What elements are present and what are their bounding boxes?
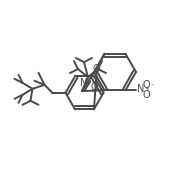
Text: O: O <box>91 82 99 92</box>
Text: N: N <box>137 84 144 94</box>
Text: O: O <box>143 90 150 100</box>
Text: O: O <box>143 80 150 90</box>
Text: -: - <box>151 82 153 88</box>
Text: O: O <box>93 64 100 74</box>
Text: +: + <box>144 86 149 91</box>
Text: N: N <box>80 78 87 88</box>
